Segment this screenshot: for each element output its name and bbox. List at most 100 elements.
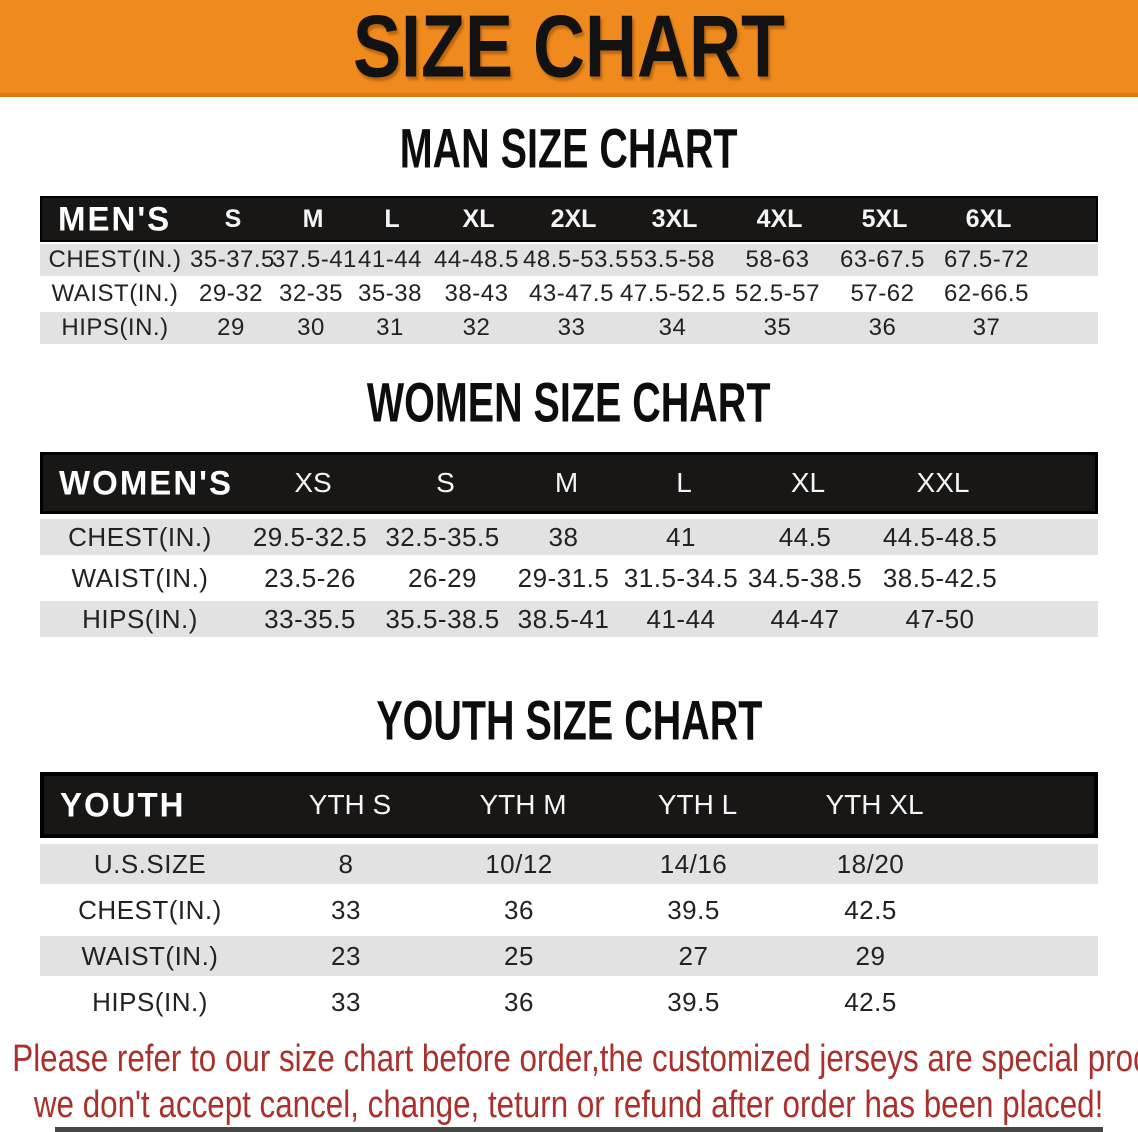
row-label: U.S.SIZE	[93, 848, 207, 879]
women-section-heading: WOMEN SIZE CHART	[0, 375, 1138, 430]
man-section-heading: MAN SIZE CHART	[0, 121, 1138, 176]
table-row-hips: HIPS(IN.) 33-35.5 35.5-38.5 38.5-41 41-4…	[40, 601, 1098, 637]
youth-table-header-row: YOUTH YTH S YTH M YTH L YTH XL	[40, 772, 1098, 838]
table-row-waist: WAIST(IN.) 29-32 32-35 35-38 38-43 43-47…	[40, 278, 1098, 310]
row-label: HIPS(IN.)	[82, 603, 198, 634]
column-header: 5XL	[861, 204, 908, 233]
column-header: 2XL	[550, 204, 597, 233]
size-cell: 42.5	[844, 986, 897, 1017]
size-cell: 23.5-26	[264, 562, 356, 593]
size-cell: 32.5-35.5	[385, 521, 500, 552]
size-cell: 18/20	[836, 848, 905, 879]
row-label: CHEST(IN.)	[48, 246, 182, 273]
size-cell: 36	[868, 314, 897, 341]
column-header: M	[302, 204, 324, 233]
row-label: CHEST(IN.)	[78, 894, 222, 925]
size-cell: 14/16	[659, 848, 728, 879]
size-cell: 37	[972, 314, 1001, 341]
column-header: XL	[462, 204, 495, 233]
size-cell: 38	[548, 521, 579, 552]
size-cell: 35	[763, 314, 792, 341]
size-cell: 67.5-72	[944, 246, 1029, 273]
size-cell: 44.5-48.5	[882, 521, 998, 552]
size-cell: 47.5-52.5	[620, 280, 726, 307]
size-cell: 44.5	[778, 521, 832, 552]
size-cell: 41	[666, 521, 696, 552]
size-cell: 29	[217, 314, 245, 341]
womens-table-header-row: WOMEN'S XS S M L XL XXL	[40, 452, 1098, 514]
size-cell: 52.5-57	[735, 280, 820, 307]
row-label: WAIST(IN.)	[81, 940, 219, 971]
womens-size-table: WOMEN'S XS S M L XL XXL CHEST(IN.) 29.5-…	[40, 452, 1098, 637]
size-cell: 26-29	[408, 562, 477, 593]
table-row-us-size: U.S.SIZE 8 10/12 14/16 18/20	[40, 844, 1098, 884]
column-header: 4XL	[756, 204, 803, 233]
size-cell: 31	[376, 314, 404, 341]
column-header: YTH S	[308, 789, 392, 820]
bottom-divider	[55, 1127, 1103, 1132]
size-cell: 33	[331, 894, 361, 925]
size-cell: 36	[504, 986, 534, 1017]
size-cell: 25	[504, 940, 534, 971]
size-cell: 53.5-58	[630, 246, 715, 273]
womens-table-corner-label: WOMEN'S	[59, 463, 234, 502]
table-row-chest: CHEST(IN.) 29.5-32.5 32.5-35.5 38 41 44.…	[40, 519, 1098, 555]
size-cell: 32-35	[279, 280, 343, 307]
table-row-hips: HIPS(IN.) 33 36 39.5 42.5	[40, 982, 1098, 1022]
column-header: 6XL	[965, 204, 1012, 233]
size-cell: 38.5-42.5	[882, 562, 998, 593]
size-cell: 42.5	[844, 894, 897, 925]
mens-size-table: MEN'S S M L XL 2XL 3XL 4XL 5XL 6XL CHEST…	[40, 196, 1098, 344]
table-row-chest: CHEST(IN.) 35-37.5 37.5-41 41-44 44-48.5…	[40, 244, 1098, 276]
column-header: M	[554, 467, 579, 498]
row-label: CHEST(IN.)	[68, 521, 212, 552]
table-row-hips: HIPS(IN.) 29 30 31 32 33 34 35 36 37	[40, 312, 1098, 344]
size-cell: 34	[658, 314, 687, 341]
row-label: WAIST(IN.)	[51, 280, 179, 307]
size-cell: 30	[297, 314, 325, 341]
size-cell: 35.5-38.5	[385, 603, 500, 634]
size-cell: 37.5-41	[272, 246, 357, 273]
column-header: XS	[294, 467, 332, 498]
size-cell: 31.5-34.5	[623, 562, 739, 593]
youth-table-corner-label: YOUTH	[60, 785, 186, 824]
size-cell: 33	[331, 986, 361, 1017]
size-cell: 35-38	[358, 280, 422, 307]
size-cell: 33	[557, 314, 586, 341]
column-header: L	[384, 204, 400, 233]
column-header: XL	[790, 467, 826, 498]
column-header: YTH M	[479, 789, 567, 820]
size-cell: 39.5	[667, 986, 720, 1017]
size-cell: 10/12	[485, 848, 553, 879]
page-title: SIZE CHART	[353, 0, 785, 96]
table-row-waist: WAIST(IN.) 23 25 27 29	[40, 936, 1098, 976]
column-header: 3XL	[651, 204, 698, 233]
mens-table-corner-label: MEN'S	[58, 199, 172, 238]
size-cell: 33-35.5	[264, 603, 356, 634]
column-header: YTH XL	[825, 789, 924, 820]
size-cell: 41-44	[358, 246, 422, 273]
size-cell: 29.5-32.5	[252, 521, 368, 552]
size-cell: 41-44	[646, 603, 716, 634]
youth-section-heading-text: YOUTH SIZE CHART	[375, 689, 763, 752]
youth-section-heading: YOUTH SIZE CHART	[0, 693, 1138, 748]
disclaimer-text-1: Please refer to our size chart before or…	[12, 1036, 1138, 1080]
size-cell: 62-66.5	[944, 280, 1029, 307]
size-cell: 39.5	[667, 894, 720, 925]
row-label: HIPS(IN.)	[61, 314, 169, 341]
size-cell: 8	[338, 848, 354, 879]
size-cell: 43-47.5	[529, 280, 614, 307]
size-cell: 29-32	[199, 280, 263, 307]
disclaimer-line-1: Please refer to our size chart before or…	[0, 1036, 1138, 1080]
column-header: YTH L	[657, 789, 738, 820]
size-cell: 27	[678, 940, 709, 971]
size-cell: 34.5-38.5	[747, 562, 863, 593]
size-cell: 58-63	[745, 246, 810, 273]
size-cell: 63-67.5	[840, 246, 925, 273]
size-cell: 57-62	[850, 280, 915, 307]
women-section-heading-text: WOMEN SIZE CHART	[367, 371, 771, 434]
table-row-waist: WAIST(IN.) 23.5-26 26-29 29-31.5 31.5-34…	[40, 560, 1098, 596]
size-cell: 47-50	[905, 603, 975, 634]
size-cell: 35-37.5	[190, 246, 275, 273]
